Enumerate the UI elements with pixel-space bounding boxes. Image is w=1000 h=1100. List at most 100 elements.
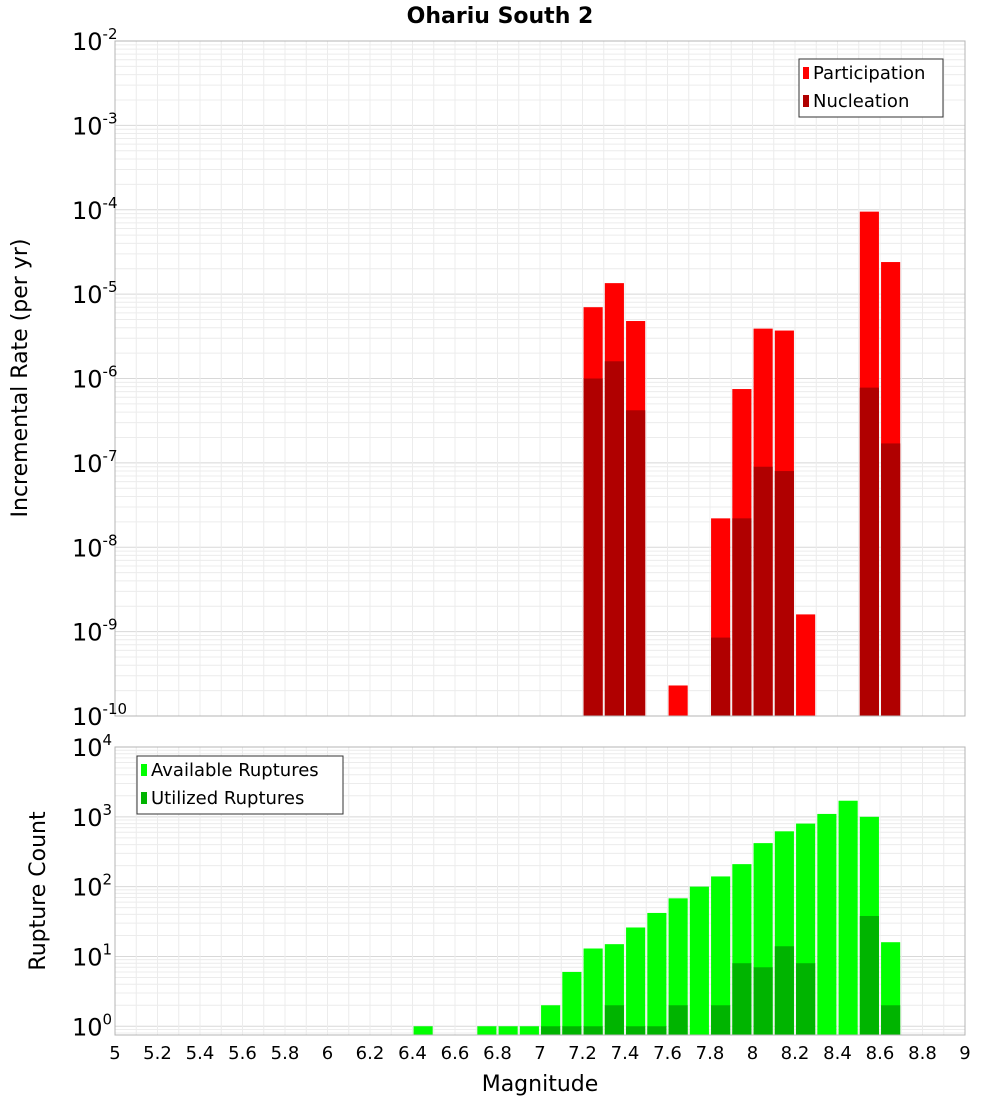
- x-tick-label: 6.2: [356, 1043, 385, 1064]
- chart-title: Ohariu South 2: [407, 4, 594, 29]
- legend-label: Nucleation: [813, 91, 909, 112]
- bar-nucleation: [774, 471, 794, 716]
- bar-utilized-ruptures: [647, 1026, 667, 1035]
- y-tick-label: 10-4: [72, 194, 118, 225]
- legend-label: Participation: [813, 63, 925, 84]
- x-tick-labels: 5 5.2 5.4 5.6 5.8 6 6.2 6.4 6.6 6.8 7 7.2 7.4 7.6 7.8 8…: [109, 1043, 970, 1064]
- x-tick-label: 6: [322, 1043, 333, 1064]
- bar-available-ruptures: [689, 886, 709, 1035]
- y-tick-label: 103: [72, 801, 112, 832]
- bar-nucleation: [711, 637, 731, 716]
- x-tick-label: 7: [534, 1043, 545, 1064]
- grid: [114, 41, 966, 717]
- bar-nucleation: [626, 410, 646, 716]
- y-tick-label: 10-8: [72, 531, 118, 562]
- x-tick-label: 6.6: [441, 1043, 470, 1064]
- plot-frame: [114, 40, 966, 717]
- y-tick-label: 10-9: [72, 616, 118, 647]
- y-tick-label: 10-10: [72, 700, 127, 731]
- top-y-axis-label: Incremental Rate (per yr): [8, 239, 33, 518]
- bar-available-ruptures: [562, 971, 582, 1035]
- y-tick-labels: 104 103 102 101 100: [72, 731, 112, 1041]
- top-plot: 10-2 10-3 10-4 10-5 10-6 10-7 10-8 10-9 10-10 Par…: [72, 25, 966, 731]
- y-tick-label: 10-2: [72, 25, 118, 56]
- y-tick-label: 100: [72, 1010, 112, 1041]
- legend-swatch: [803, 67, 809, 79]
- bar-utilized-ruptures: [626, 1026, 646, 1035]
- y-tick-label: 10-5: [72, 278, 118, 309]
- bar-available-ruptures: [647, 912, 667, 1035]
- bar-nucleation: [859, 387, 879, 716]
- legend-swatch: [141, 764, 147, 776]
- bar-available-ruptures: [413, 1026, 433, 1035]
- bar-utilized-ruptures: [881, 1005, 901, 1035]
- bar-available-ruptures: [817, 813, 837, 1035]
- bar-utilized-ruptures: [541, 1026, 561, 1035]
- legend-label: Utilized Ruptures: [151, 788, 304, 809]
- top-bars: [583, 211, 901, 716]
- bar-nucleation: [881, 443, 901, 716]
- bar-nucleation: [732, 518, 752, 716]
- x-tick-label: 6.4: [398, 1043, 427, 1064]
- plot-frame: [114, 746, 966, 1036]
- x-tick-label: 7.2: [568, 1043, 597, 1064]
- bar-participation: [668, 685, 688, 716]
- bar-available-ruptures: [838, 800, 858, 1035]
- y-tick-label: 101: [72, 940, 112, 971]
- bar-utilized-ruptures: [562, 1026, 582, 1035]
- bottom-legend: Available Ruptures Utilized Ruptures: [136, 755, 344, 815]
- legend-swatch: [803, 95, 809, 107]
- x-axis-label: Magnitude: [482, 1072, 599, 1097]
- y-tick-label: 104: [72, 731, 112, 762]
- bar-available-ruptures: [498, 1026, 518, 1035]
- bottom-y-axis-label: Rupture Count: [26, 811, 51, 971]
- y-tick-labels: 10-2 10-3 10-4 10-5 10-6 10-7 10-8 10-9 10-10: [72, 25, 127, 731]
- bar-utilized-ruptures: [753, 967, 773, 1035]
- bar-nucleation: [604, 361, 624, 716]
- bar-utilized-ruptures: [732, 963, 752, 1035]
- bottom-bars: [413, 800, 901, 1035]
- bar-utilized-ruptures: [583, 1026, 603, 1035]
- bar-nucleation: [753, 466, 773, 716]
- bar-available-ruptures: [626, 927, 646, 1035]
- legend-box: [798, 58, 944, 118]
- bar-utilized-ruptures: [711, 1005, 731, 1035]
- y-tick-label: 10-3: [72, 109, 118, 140]
- y-tick-label: 10-6: [72, 363, 118, 394]
- bar-available-ruptures: [477, 1026, 497, 1035]
- top-legend: Participation Nucleation: [798, 58, 944, 118]
- x-tick-label: 8.6: [866, 1043, 895, 1064]
- x-tick-label: 8.8: [908, 1043, 937, 1064]
- legend-swatch: [141, 792, 147, 804]
- x-tick-label: 8.4: [823, 1043, 852, 1064]
- x-tick-label: 7.8: [696, 1043, 725, 1064]
- legend-box: [136, 755, 344, 815]
- bar-utilized-ruptures: [774, 946, 794, 1035]
- x-tick-label: 5.2: [143, 1043, 172, 1064]
- x-tick-label: 5.8: [271, 1043, 300, 1064]
- y-tick-label: 102: [72, 871, 112, 902]
- x-tick-label: 8: [747, 1043, 758, 1064]
- y-tick-label: 10-7: [72, 447, 118, 478]
- legend-label: Available Ruptures: [151, 760, 319, 781]
- bar-available-ruptures: [583, 948, 603, 1035]
- x-tick-label: 5: [109, 1043, 120, 1064]
- x-tick-label: 6.8: [483, 1043, 512, 1064]
- bar-available-ruptures: [519, 1026, 539, 1035]
- bar-utilized-ruptures: [604, 1005, 624, 1035]
- x-tick-label: 7.6: [653, 1043, 682, 1064]
- x-tick-label: 5.6: [228, 1043, 257, 1064]
- x-tick-label: 5.4: [186, 1043, 215, 1064]
- bar-available-ruptures: [668, 898, 688, 1035]
- bar-participation: [796, 614, 816, 716]
- x-tick-label: 7.4: [611, 1043, 640, 1064]
- bar-available-ruptures: [711, 876, 731, 1035]
- bar-utilized-ruptures: [859, 915, 879, 1035]
- bar-nucleation: [583, 378, 603, 716]
- x-tick-label: 8.2: [781, 1043, 810, 1064]
- x-tick-label: 9: [959, 1043, 970, 1064]
- bar-utilized-ruptures: [668, 1005, 688, 1035]
- bar-utilized-ruptures: [796, 963, 816, 1035]
